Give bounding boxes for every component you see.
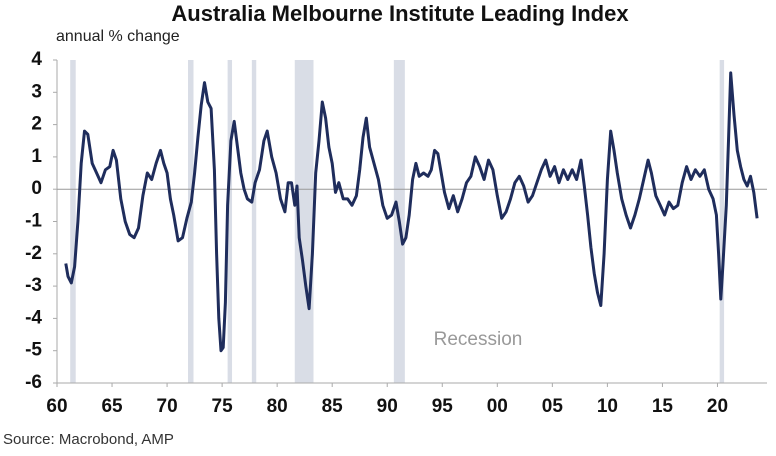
x-tick-label: 95: [432, 396, 454, 417]
y-tick-label: -5: [25, 340, 42, 361]
x-tick-label: 60: [46, 396, 67, 417]
recession-band: [227, 60, 233, 383]
y-tick-label: -3: [25, 275, 42, 296]
chart-subtitle: annual % change: [56, 28, 180, 45]
source-note: Source: Macrobond, AMP: [3, 431, 174, 448]
y-tick-label: -1: [25, 211, 42, 232]
y-tick-label: 4: [31, 49, 42, 70]
x-tick-label: 05: [542, 396, 564, 417]
recession-band: [719, 60, 725, 383]
x-tick-label: 65: [101, 396, 123, 417]
x-tick-label: 20: [707, 396, 728, 417]
y-tick-label: 2: [31, 114, 42, 135]
y-tick-label: -6: [25, 372, 42, 393]
y-tick-label: 3: [31, 81, 42, 102]
y-tick-label: 1: [31, 146, 42, 167]
x-tick-label: 90: [377, 396, 398, 417]
x-tick-label: 15: [652, 396, 674, 417]
x-tick-label: 10: [597, 396, 618, 417]
y-tick-label: 0: [31, 178, 42, 199]
x-tick-label: 00: [487, 396, 508, 417]
recession-band: [187, 60, 194, 383]
recession-band: [70, 60, 76, 383]
x-tick-label: 70: [157, 396, 178, 417]
y-tick-label: -4: [25, 307, 42, 328]
chart-title: Australia Melbourne Institute Leading In…: [171, 1, 629, 26]
x-tick-label: 75: [212, 396, 234, 417]
y-tick-label: -2: [25, 243, 42, 264]
x-tick-label: 85: [322, 396, 344, 417]
annotation: Recession: [434, 329, 523, 350]
x-tick-label: 80: [267, 396, 288, 417]
data-line: [64, 71, 759, 353]
recession-band: [251, 60, 257, 383]
